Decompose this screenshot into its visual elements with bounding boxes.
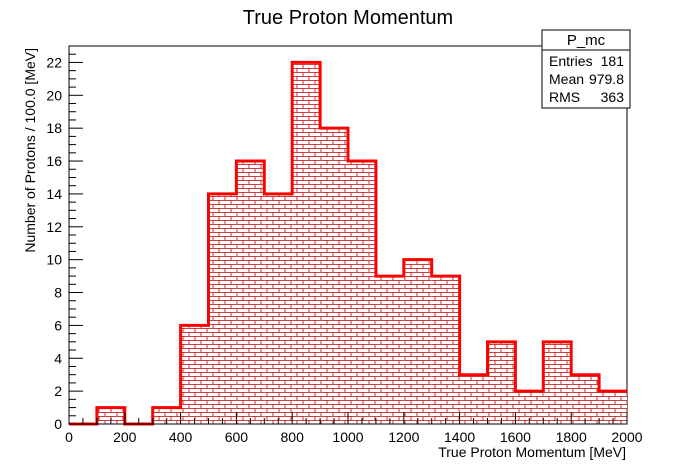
x-axis-ticks: 0 200 400 600 800 1000 1200 1400 1600 1800 2000 xyxy=(65,412,643,445)
y-tick-label: 6 xyxy=(54,317,62,333)
histogram-bar xyxy=(403,259,432,424)
x-tick-label: 1800 xyxy=(556,429,587,445)
y-tick-label: 0 xyxy=(54,416,62,432)
stats-rms-value: 363 xyxy=(601,89,625,105)
histogram-bar xyxy=(320,128,348,424)
stats-entries-label: Entries xyxy=(549,53,593,69)
y-tick-label: 8 xyxy=(54,285,62,301)
histogram-bar xyxy=(431,276,460,424)
histogram-bars xyxy=(96,62,627,425)
histogram-bar xyxy=(459,374,488,424)
x-tick-label: 800 xyxy=(281,429,305,445)
y-tick-label: 2 xyxy=(54,383,62,399)
y-tick-label: 22 xyxy=(46,54,62,70)
y-axis-label: Number of Protons / 100.0 [MeV] xyxy=(22,48,38,253)
stats-box-frame xyxy=(541,29,631,109)
x-axis-label: True Proton Momentum [MeV] xyxy=(438,444,626,460)
x-tick-label: 600 xyxy=(225,429,249,445)
histogram-bar xyxy=(264,193,293,424)
x-tick-label: 1000 xyxy=(332,429,363,445)
histogram-bar xyxy=(208,193,237,424)
histogram-outline xyxy=(69,60,627,426)
y-tick-label: 16 xyxy=(46,153,62,169)
stats-entries-value: 181 xyxy=(601,53,625,69)
y-tick-label: 18 xyxy=(46,120,62,136)
histogram-bar xyxy=(571,374,600,424)
histogram-bar xyxy=(543,341,572,424)
y-axis-ticks: 0 2 4 6 8 10 12 14 16 18 20 22 xyxy=(46,45,83,432)
stats-box-name: P_mc xyxy=(567,32,606,49)
y-tick-label: 20 xyxy=(46,87,62,103)
histogram-bar xyxy=(180,325,209,424)
x-tick-label: 0 xyxy=(65,429,73,445)
histogram-bar xyxy=(292,62,321,424)
chart-title: True Proton Momentum xyxy=(243,7,453,29)
histogram-bar xyxy=(375,276,404,424)
stats-mean-label: Mean xyxy=(549,71,584,87)
histogram-bar xyxy=(152,407,181,424)
stats-mean-value: 979.8 xyxy=(589,71,624,87)
y-tick-label: 10 xyxy=(46,252,62,268)
stats-rms-label: RMS xyxy=(549,89,580,105)
x-tick-label: 1400 xyxy=(444,429,475,445)
stats-box: P_mc Entries 181 Mean 979.8 RMS 363 xyxy=(541,29,631,109)
x-tick-label: 400 xyxy=(169,429,193,445)
x-tick-label: 1200 xyxy=(388,429,419,445)
x-tick-label: 200 xyxy=(113,429,137,445)
histogram-bar xyxy=(96,407,125,424)
histogram-bar xyxy=(348,161,376,425)
x-tick-label: 1600 xyxy=(500,429,531,445)
histogram-bar xyxy=(487,341,516,424)
y-tick-label: 12 xyxy=(46,219,62,235)
histogram-bar xyxy=(236,161,265,425)
y-tick-label: 4 xyxy=(54,350,62,366)
y-tick-label: 14 xyxy=(46,186,62,202)
x-tick-label: 2000 xyxy=(611,429,642,445)
